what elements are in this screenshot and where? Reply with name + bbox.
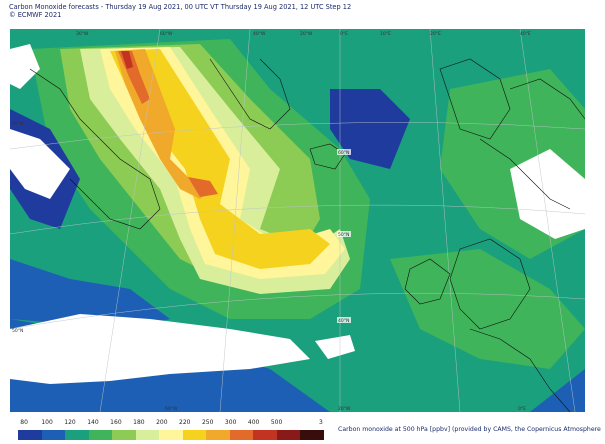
map-caption: Carbon monoxide at 500 hPa [ppbv] (provi… xyxy=(338,426,603,433)
colorbar-swatch xyxy=(135,430,160,440)
colorbar-swatch xyxy=(229,430,254,440)
colorbar-label: 200 xyxy=(156,419,168,426)
colorbar-labels: 80 100 120 140 160 180 200 220 250 300 4… xyxy=(18,419,324,427)
colorbar-swatch xyxy=(112,430,136,440)
copyright-notice: © ECMWF 2021 xyxy=(9,11,62,19)
colorbar-swatch xyxy=(206,430,230,440)
grid-label: 50°N xyxy=(338,232,349,238)
co-hotspot-darkred xyxy=(121,51,133,69)
colorbar-legend: 80 100 120 140 160 180 200 220 250 300 4… xyxy=(18,419,324,441)
colorbar-label: 400 xyxy=(247,419,260,426)
grid-label: 0°E xyxy=(518,406,526,412)
co-field-160-south xyxy=(390,249,585,369)
colorbar-swatch xyxy=(88,430,113,440)
colorbar-swatches xyxy=(18,430,324,440)
colorbar-swatch xyxy=(182,430,207,440)
colorbar-label: 160 xyxy=(110,419,122,426)
colorbar-label: 300 xyxy=(224,419,237,426)
grid-label: 40°N xyxy=(338,318,349,324)
no-data-greenland-ice xyxy=(10,44,40,89)
no-data-atlantic-patch xyxy=(315,335,355,359)
co-hotspot-red-2 xyxy=(188,177,218,197)
grid-label: 60°N xyxy=(12,121,23,127)
colorbar-label: 120 xyxy=(64,419,76,426)
colorbar-swatch xyxy=(65,430,89,440)
coastlines xyxy=(29,58,585,412)
no-data-east xyxy=(510,149,585,239)
grid-label: 20°E xyxy=(430,31,441,37)
grid-label: 40°W xyxy=(253,31,266,37)
graticule xyxy=(10,29,585,412)
grid-label: 30°W xyxy=(76,31,89,37)
grid-label: 20°W xyxy=(300,31,313,37)
grid-label: 0°E xyxy=(340,31,348,37)
no-data-southwest xyxy=(10,314,310,384)
grid-labels-inner: 60°N 50°N 40°N xyxy=(337,149,351,324)
colorbar-label: 3 xyxy=(319,419,323,426)
grid-labels-top: 30°W 60°W 40°W 20°W 0°E 10°E 20°E 40°E xyxy=(76,31,531,37)
colorbar-label: 500 xyxy=(270,419,283,426)
grid-label: 50°N xyxy=(12,328,23,334)
colorbar-swatch xyxy=(276,430,301,440)
colorbar-swatch xyxy=(253,430,277,440)
forecast-title: Carbon Monoxide forecasts - Thursday 19 … xyxy=(9,3,352,11)
colorbar-label: 220 xyxy=(179,419,191,426)
grid-labels-bottom: 60°W 20°W 0°E xyxy=(165,406,526,412)
colorbar-swatch xyxy=(18,430,42,440)
grid-label: 10°E xyxy=(380,31,391,37)
colorbar-label: 180 xyxy=(133,419,145,426)
colorbar-swatch xyxy=(41,430,66,440)
grid-labels-left: 60°N 50°N xyxy=(12,121,23,334)
colorbar-label: 250 xyxy=(201,419,214,426)
grid-label: 60°W xyxy=(165,406,178,412)
no-data-west xyxy=(10,129,70,199)
colorbar-swatch xyxy=(300,430,324,440)
map-header: Carbon Monoxide forecasts - Thursday 19 … xyxy=(9,3,599,19)
co-forecast-map: 30°W 60°W 40°W 20°W 0°E 10°E 20°E 40°E 6… xyxy=(10,29,585,412)
grid-label: 60°N xyxy=(338,150,349,156)
grid-label: 60°W xyxy=(160,31,173,37)
grid-label: 20°W xyxy=(338,406,351,412)
colorbar-swatch xyxy=(159,430,183,440)
grid-label: 40°E xyxy=(520,31,531,37)
colorbar-label: 80 xyxy=(20,419,28,426)
colorbar-label: 140 xyxy=(87,419,99,426)
colorbar-label: 100 xyxy=(41,419,53,426)
